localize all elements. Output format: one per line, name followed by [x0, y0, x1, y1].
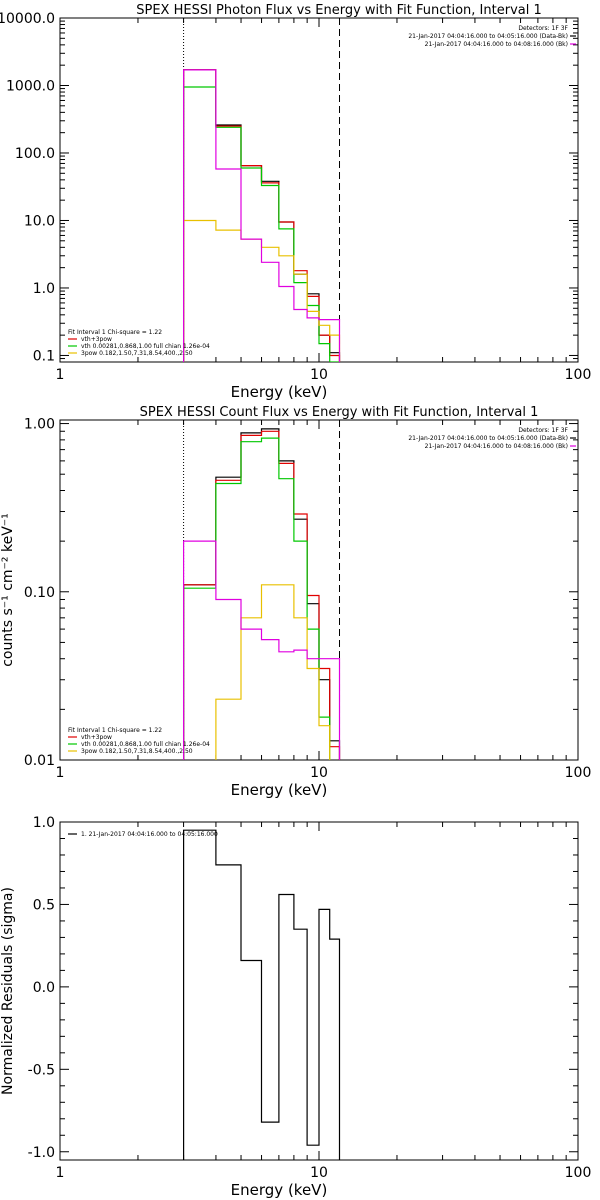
y-tick-label: 10000.0 [0, 11, 55, 27]
legend-text: Fit Interval 1 Chi-square = 1.22 [68, 727, 162, 734]
x-tick-label: 10 [310, 765, 328, 781]
series-line-3 [183, 584, 341, 760]
chart-title: SPEX HESSI Photon Flux vs Energy with Fi… [136, 3, 542, 18]
series-line-1 [183, 69, 341, 362]
y-tick-label: 0.0 [33, 980, 55, 996]
legend-text: vth 0.00281,0.868,1.00 full chian 1.26e-… [81, 741, 210, 748]
x-axis-label: Energy (keV) [231, 383, 328, 401]
legend-text: vth+3pow [81, 734, 112, 741]
x-axis-label: Energy (keV) [231, 1181, 328, 1199]
series-line-2 [183, 86, 340, 362]
x-tick-label: 100 [565, 1165, 592, 1181]
y-tick-label: 0.01 [24, 753, 55, 769]
series-line-0 [183, 428, 341, 760]
x-axis-label: Energy (keV) [231, 781, 328, 799]
y-tick-label: 10.0 [24, 213, 55, 229]
y-tick-label: 0.10 [24, 585, 55, 601]
y-tick-label: -0.5 [28, 1062, 55, 1078]
y-tick-label: 1000.0 [6, 78, 55, 94]
x-tick-label: 100 [565, 367, 592, 383]
count-flux-panel: 1 10 100 Energy (keV) 0.01 0.10 1.00 counts s⁻¹… [0, 405, 592, 799]
legend-text: 3pow 0.182,1.50,7.31,8.54,400.,2.50 [81, 748, 193, 755]
header-line: Detectors: 1F 3F [518, 25, 568, 32]
x-tick-label: 1 [56, 765, 65, 781]
photon-flux-panel: 1 10 100 Energy (keV) 0.1 1.0 10.0 100.0 1000.0 1… [0, 3, 591, 401]
y-tick-label: 1.0 [33, 815, 55, 831]
legend-text: vth 0.00281,0.868,1.00 full chian 1.26e-… [81, 343, 210, 350]
legend-text: Fit Interval 1 Chi-square = 1.22 [68, 329, 162, 336]
legend-text: 3pow 0.182,1.50,7.31,8.54,400.,2.50 [81, 350, 193, 357]
y-axis-label: counts s⁻¹ cm⁻² keV⁻¹ [0, 513, 16, 667]
y-axis-label: Normalized Residuals (sigma) [0, 887, 16, 1095]
x-tick-label: 1 [56, 1165, 65, 1181]
series-line-4 [183, 69, 341, 362]
y-tick-label: 0.1 [33, 348, 55, 364]
chart-title: SPEX HESSI Count Flux vs Energy with Fit… [140, 405, 539, 420]
x-tick-label: 100 [565, 765, 592, 781]
series-line-3 [183, 219, 341, 362]
y-tick-label: 1.00 [24, 417, 55, 433]
header-line: 21-Jan-2017 04:04:16.000 to 04:05:16.000… [408, 33, 568, 40]
legend-text: vth+3pow [81, 336, 112, 343]
series-line-2 [183, 437, 341, 760]
header-line: 21-Jan-2017 04:04:16.000 to 04:08:16.000… [425, 41, 568, 48]
series-line-0 [183, 829, 341, 1160]
series-line-1 [183, 430, 341, 760]
y-tick-label: 1.0 [33, 281, 55, 297]
residuals-panel: 1 10 100 Energy (keV) -1.0 -0.5 0.0 0.5 1.0 Norma… [0, 815, 591, 1199]
y-tick-label: -1.0 [28, 1145, 55, 1161]
y-tick-label: 100.0 [15, 146, 55, 162]
legend-text: 1. 21-Jan-2017 04:04:16.000 to 04:05:16.… [81, 831, 218, 838]
x-tick-label: 10 [310, 367, 328, 383]
x-tick-label: 10 [310, 1165, 328, 1181]
header-line: 21-Jan-2017 04:04:16.000 to 04:05:16.000… [408, 435, 568, 442]
header-line: Detectors: 1F 3F [518, 427, 568, 434]
x-tick-label: 1 [56, 367, 65, 383]
y-tick-label: 0.5 [33, 897, 55, 913]
header-line: 21-Jan-2017 04:04:16.000 to 04:08:16.000… [425, 443, 568, 450]
series-line-4 [183, 540, 341, 760]
